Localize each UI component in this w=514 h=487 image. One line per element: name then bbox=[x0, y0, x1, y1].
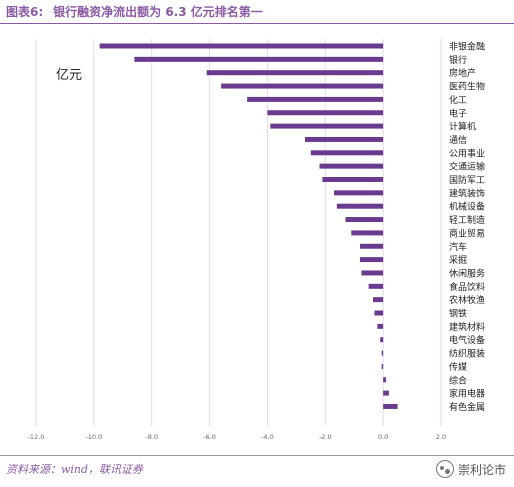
category-label: 农林牧渔 bbox=[449, 294, 485, 306]
category-label: 计算机 bbox=[449, 121, 476, 133]
category-label: 建筑装饰 bbox=[449, 187, 485, 199]
bar bbox=[345, 217, 384, 223]
title-rule bbox=[0, 23, 514, 24]
bar bbox=[381, 350, 384, 356]
category-label: 化工 bbox=[449, 94, 467, 106]
chart-title: 图表6: 银行融资净流出额为 6.3 亿元排名第一 bbox=[6, 3, 263, 20]
category-label: 休闲服务 bbox=[449, 267, 485, 279]
source-note: 资料来源：wind，联讯证券 bbox=[6, 463, 144, 476]
bar bbox=[383, 390, 389, 396]
category-label: 钢铁 bbox=[449, 308, 467, 320]
category-label: 通信 bbox=[449, 134, 467, 146]
bar bbox=[377, 323, 384, 329]
category-label: 电气设备 bbox=[449, 334, 485, 346]
bar bbox=[333, 190, 384, 196]
bar bbox=[380, 337, 384, 343]
watermark-text: 崇利论市 bbox=[457, 462, 506, 477]
bar bbox=[381, 363, 384, 369]
bars bbox=[99, 43, 398, 409]
title-text: 银行融资净流出额为 6.3 亿元排名第一 bbox=[53, 5, 263, 19]
category-label: 电子 bbox=[449, 107, 467, 119]
gridlines bbox=[35, 39, 442, 426]
bar bbox=[383, 377, 387, 383]
x-tick-label: -10.0 bbox=[85, 433, 102, 441]
category-label: 汽车 bbox=[449, 241, 467, 253]
category-label: 非银金融 bbox=[449, 41, 485, 53]
category-label: 有色金属 bbox=[449, 401, 485, 413]
x-tick-labels: -12.0 -10.0 -8.0 -6.0 -4.0 -2.0 0.0 2.0 bbox=[28, 433, 447, 441]
bar bbox=[360, 243, 384, 249]
bar bbox=[383, 403, 398, 409]
bar bbox=[99, 43, 384, 49]
bar bbox=[368, 283, 384, 289]
bar bbox=[221, 83, 384, 89]
category-label: 交通运输 bbox=[449, 161, 485, 173]
figure-label: 图表6: bbox=[6, 5, 44, 19]
bar bbox=[373, 297, 384, 303]
bar bbox=[374, 310, 384, 316]
bar bbox=[267, 110, 384, 116]
x-tick-label: -8.0 bbox=[145, 433, 158, 441]
x-tick-label: -6.0 bbox=[203, 433, 216, 441]
category-label: 医药生物 bbox=[449, 81, 485, 93]
wechat-icon bbox=[435, 460, 454, 478]
x-tick-label: 0.0 bbox=[378, 433, 388, 441]
category-label: 食品饮料 bbox=[449, 281, 485, 293]
bar bbox=[247, 96, 384, 102]
bar bbox=[336, 203, 384, 209]
bar bbox=[305, 136, 384, 142]
bar bbox=[361, 270, 384, 276]
category-label: 纺织服装 bbox=[449, 348, 485, 360]
category-label: 银行 bbox=[449, 54, 467, 66]
category-label: 传媒 bbox=[449, 361, 467, 373]
category-label: 国防军工 bbox=[449, 174, 485, 186]
category-label: 家用电器 bbox=[449, 388, 485, 400]
bar bbox=[310, 150, 384, 156]
category-label: 综合 bbox=[449, 374, 467, 386]
bar-chart: 非银金融银行房地产医药生物化工电子计算机通信公用事业交通运输国防军工建筑装饰机械… bbox=[28, 39, 485, 441]
category-label: 采掘 bbox=[449, 254, 467, 266]
category-label: 房地产 bbox=[449, 67, 476, 79]
x-tick-label: 2.0 bbox=[436, 433, 446, 441]
footer-rule bbox=[0, 455, 514, 456]
category-label: 轻工制造 bbox=[449, 214, 485, 226]
bar bbox=[134, 56, 384, 62]
category-label: 公用事业 bbox=[449, 147, 485, 159]
bar bbox=[206, 70, 384, 76]
bar bbox=[360, 257, 384, 263]
category-label: 机械设备 bbox=[449, 201, 485, 213]
bar bbox=[322, 177, 384, 182]
unit-label: 亿元 bbox=[56, 68, 82, 83]
watermark: 崇利论市 bbox=[435, 460, 506, 478]
category-label: 商业贸易 bbox=[449, 227, 485, 239]
bar bbox=[319, 163, 384, 169]
bar bbox=[351, 230, 384, 236]
category-label: 建筑材料 bbox=[449, 321, 485, 333]
category-labels: 非银金融银行房地产医药生物化工电子计算机通信公用事业交通运输国防军工建筑装饰机械… bbox=[449, 41, 485, 413]
x-tick-label: -4.0 bbox=[261, 433, 274, 441]
bar bbox=[270, 123, 384, 129]
x-tick-label: -2.0 bbox=[319, 433, 332, 441]
x-tick-label: -12.0 bbox=[28, 433, 45, 441]
